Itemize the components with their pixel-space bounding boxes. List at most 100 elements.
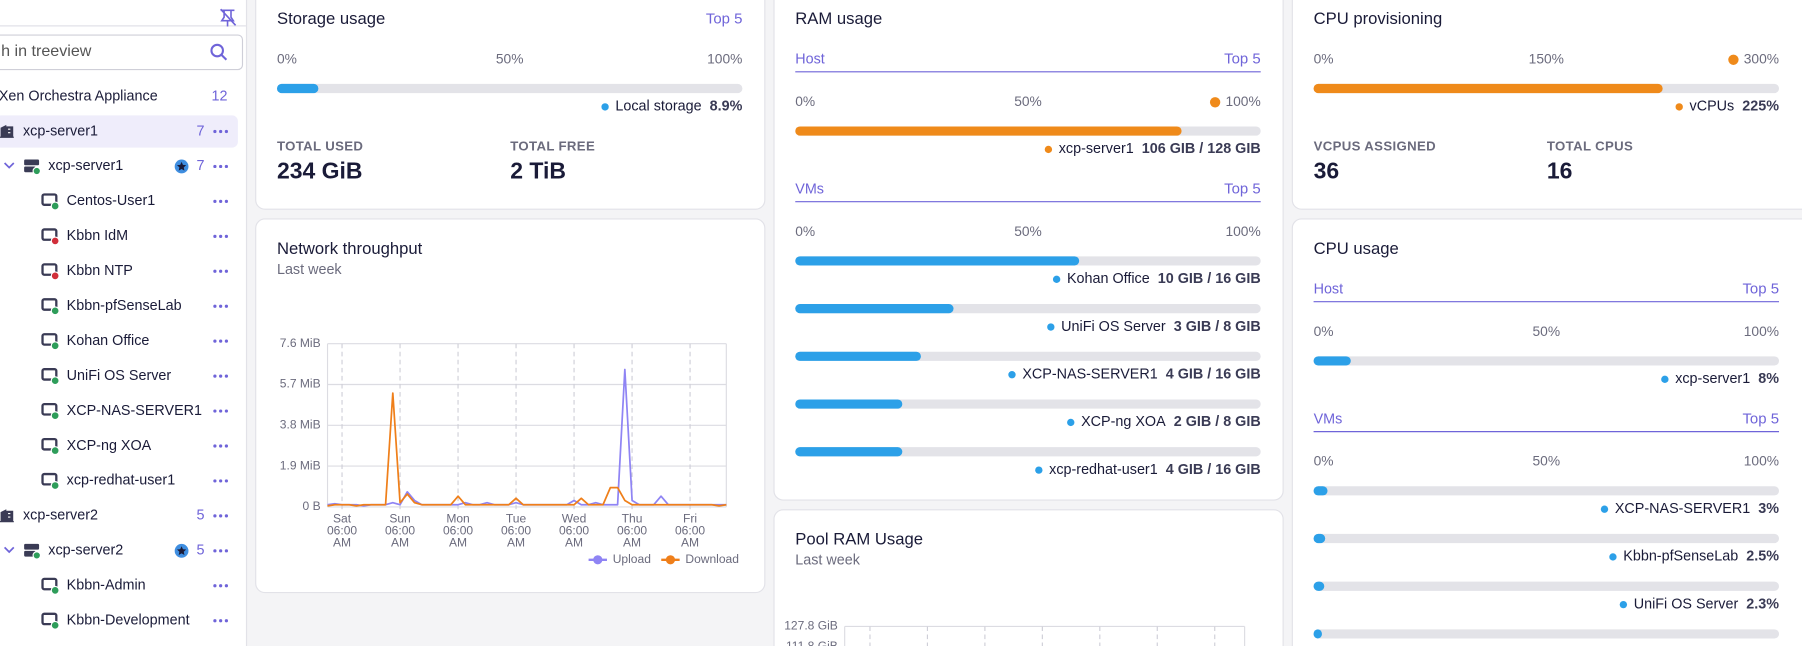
more-actions[interactable] [224,129,229,134]
more-actions[interactable] [224,234,229,238]
more-actions[interactable] [224,164,229,169]
more-actions[interactable] [213,269,217,273]
more-actions[interactable] [219,444,223,448]
more-actions[interactable] [213,234,217,238]
bar [1313,533,1326,544]
more-actions[interactable] [219,409,223,413]
scale-label: 0% [277,51,297,66]
more-actions[interactable] [224,619,229,623]
more-actions[interactable] [213,304,217,308]
tree-label[interactable]: xcp-server2 [23,508,98,524]
scale-label: 0% [795,94,815,109]
search-box[interactable] [0,34,244,71]
more-actions[interactable] [219,269,223,273]
more-actions[interactable] [224,269,229,273]
top-link[interactable]: Top 5 [1742,411,1779,428]
more-actions[interactable] [213,479,217,483]
more-actions[interactable] [219,479,223,483]
top-link[interactable]: Top 5 [1742,281,1779,298]
vm-status [50,585,60,595]
card-title: CPU provisioning [1314,9,1443,28]
scale-label: 300% [1744,51,1779,66]
pin-toggle[interactable] [220,8,237,27]
tree-label[interactable]: Kbbn-Admin [67,578,146,594]
more-actions[interactable] [219,374,223,378]
tree-label[interactable]: xcp-redhat-user1 [67,473,176,489]
more-actions[interactable] [213,199,217,203]
search-icon[interactable] [210,43,224,58]
more-actions[interactable] [224,374,229,378]
expand-chevron[interactable] [3,546,15,554]
x-tick-label: Sat 06:00 AM [327,512,357,550]
more-actions[interactable] [219,619,223,623]
more-actions[interactable] [213,584,217,588]
more-actions[interactable] [213,164,217,169]
more-actions[interactable] [224,479,229,483]
more-actions[interactable] [219,584,223,588]
tree-label[interactable]: xcp-server2 [48,543,123,559]
tree-label[interactable]: xcp-server1 [23,123,98,139]
more-actions[interactable] [213,339,217,343]
more-actions[interactable] [219,549,223,553]
bar-value: 4 GIB / 16 GIB [1166,462,1261,478]
bar-name: UniFi OS Server [1634,596,1739,612]
bar-name: xcp-server1 [1059,141,1134,157]
more-actions[interactable] [224,584,229,588]
x-tick-label: Wed 06:00 AM [559,512,589,550]
top-link[interactable]: Top 5 [1224,51,1261,68]
bar-track [1313,629,1780,639]
more-actions[interactable] [213,514,217,518]
tree-label[interactable]: Kohan Office [67,333,150,349]
more-actions[interactable] [224,409,229,413]
more-actions[interactable] [219,164,223,169]
bar-value: 8.9% [710,99,743,115]
y-tick-label: 3.8 MiB [280,417,321,431]
more-actions[interactable] [219,304,223,308]
scale-label: 0% [795,224,815,239]
more-actions[interactable] [213,444,217,448]
tree-label[interactable]: Xen Orchestra Appliance [0,88,158,104]
tree-label[interactable]: Kbbn IdM [67,228,128,244]
cpu-provisioning-card [1291,0,1802,210]
more-actions[interactable] [213,549,217,553]
more-actions[interactable] [219,199,223,203]
x-tick-label: Sun 06:00 AM [385,512,415,550]
more-actions[interactable] [219,129,223,134]
vm-status [50,376,60,386]
tree-label[interactable]: XCP-ng XOA [67,438,152,454]
tree-label[interactable]: UniFi OS Server [67,368,172,384]
bar-value: 3% [1758,501,1779,517]
more-actions[interactable] [224,549,229,553]
top-link[interactable]: Top 5 [1224,181,1261,198]
tree-label[interactable]: Kbbn NTP [67,263,133,279]
tree-label[interactable]: Kbbn-pfSenseLab [67,298,182,314]
more-actions[interactable] [219,234,223,238]
legend-dot [1052,275,1061,283]
more-actions[interactable] [224,304,229,308]
primary-host-star [176,546,187,555]
tree-label[interactable]: xcp-server1 [48,158,123,174]
top-link[interactable]: Top 5 [706,10,743,27]
vm-icon [41,472,58,486]
more-actions[interactable] [224,199,229,203]
more-actions[interactable] [213,129,217,134]
vm-icon [41,333,58,346]
more-actions[interactable] [219,514,223,518]
more-actions[interactable] [213,374,217,378]
bar [1313,581,1325,591]
tree-label[interactable]: XCP-NAS-SERVER1 [67,403,202,419]
stat-label: TOTAL CPUS [1547,139,1633,154]
more-actions[interactable] [224,339,229,343]
bar-name: Kohan Office [1067,271,1150,287]
more-actions[interactable] [224,514,229,518]
tree-label[interactable]: Centos-User1 [67,193,156,209]
bar-name: Local storage [615,99,701,115]
tree-label[interactable]: Kbbn-Development [67,613,190,629]
more-actions[interactable] [224,444,229,448]
expand-chevron[interactable] [3,162,15,169]
search-placeholder[interactable]: h in treeview [1,42,92,60]
more-actions[interactable] [213,409,217,413]
more-actions[interactable] [213,619,217,623]
legend-marker [593,555,603,565]
more-actions[interactable] [219,339,223,343]
